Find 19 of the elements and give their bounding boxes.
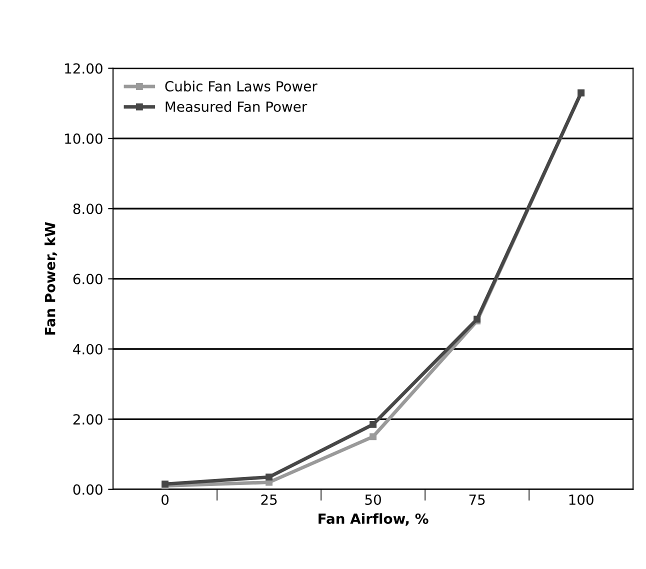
x-tick-label: 25 [261, 494, 277, 505]
x-tick-label: 100 [569, 494, 594, 505]
point [266, 474, 273, 481]
y-tick-label: 6.00 [73, 274, 102, 284]
y-tick-label: 2.00 [73, 414, 102, 425]
y-tick-label: 12.00 [65, 63, 102, 74]
y-tick-label: 0.00 [73, 484, 102, 495]
legend-label: Cubic Fan Laws Power [165, 80, 318, 92]
y-tick-label: 10.00 [65, 133, 102, 144]
point [370, 433, 377, 440]
y-tick-label: 4.00 [73, 344, 102, 354]
y-axis-title: Fan Power, kW [44, 222, 58, 335]
y-tick-label: 8.00 [73, 204, 102, 214]
x-tick-label: 75 [469, 494, 485, 505]
x-tick-label: 50 [365, 494, 381, 505]
x-tick-label: 0 [162, 494, 169, 505]
x-axis-title: Fan Airflow, % [318, 513, 428, 526]
legend-label: Measured Fan Power [166, 101, 308, 112]
point [370, 420, 377, 428]
